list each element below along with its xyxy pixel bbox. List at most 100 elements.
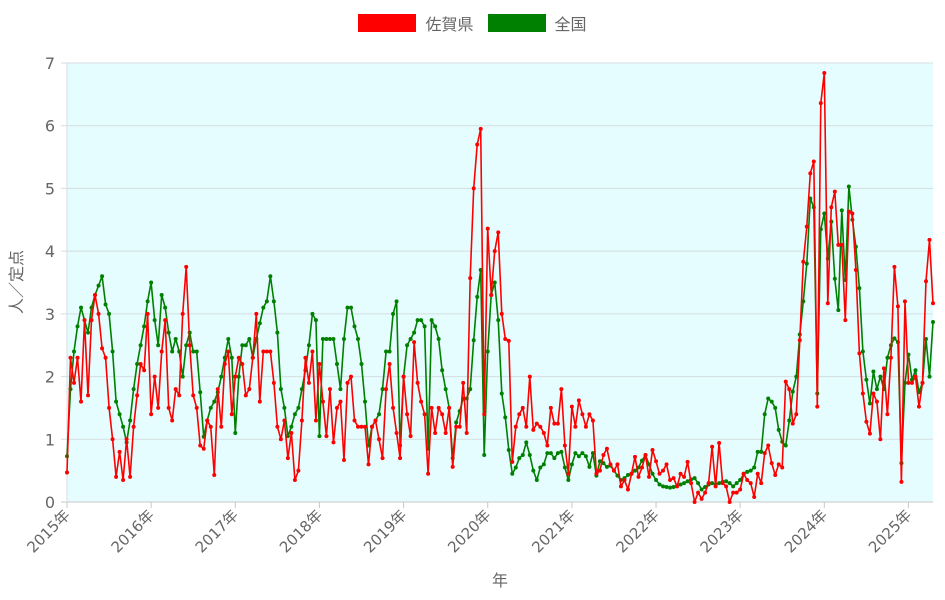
data-point-national: [569, 462, 574, 467]
data-point-national: [429, 318, 434, 323]
data-point-national: [604, 464, 609, 469]
data-point-national: [275, 330, 280, 335]
data-point-saga: [864, 419, 869, 424]
data-point-national: [433, 324, 438, 329]
data-point-saga: [643, 452, 648, 457]
data-point-saga: [618, 484, 623, 489]
data-point-national: [152, 318, 157, 323]
data-point-saga: [752, 494, 757, 499]
data-point-saga: [138, 362, 143, 367]
data-point-saga: [808, 171, 813, 176]
data-point-saga: [299, 418, 304, 423]
data-point-saga: [513, 424, 518, 429]
data-point-saga: [366, 462, 371, 467]
data-point-saga: [236, 355, 241, 360]
x-tick-label: 2024年: [781, 506, 831, 556]
data-point-saga: [86, 393, 91, 398]
data-point-national: [159, 293, 164, 298]
data-point-national: [710, 481, 715, 486]
data-point-saga: [745, 478, 750, 483]
x-tick-label: 2023年: [697, 506, 747, 556]
data-point-saga: [191, 393, 196, 398]
data-point-saga: [443, 431, 448, 436]
data-point-saga: [408, 434, 413, 439]
data-point-national: [79, 305, 84, 310]
data-point-national: [748, 468, 753, 473]
legend-item-national[interactable]: 全国: [487, 11, 587, 35]
data-point-national: [471, 338, 476, 343]
data-point-saga: [215, 387, 220, 392]
data-point-national: [552, 456, 557, 461]
data-point-saga: [468, 276, 473, 281]
data-point-national: [327, 336, 332, 341]
legend-item-saga[interactable]: 佐賀県: [358, 11, 474, 35]
data-point-saga: [485, 226, 490, 231]
data-point-saga: [860, 391, 865, 396]
data-point-national: [72, 349, 77, 354]
data-point-saga: [836, 242, 841, 247]
data-point-national: [566, 478, 571, 483]
data-point-saga: [713, 484, 718, 489]
data-point-saga: [748, 481, 753, 486]
data-point-saga: [124, 437, 129, 442]
data-point-saga: [920, 380, 925, 385]
legend-swatch-saga: [358, 14, 417, 32]
data-point-saga: [471, 186, 476, 191]
data-point-saga: [731, 490, 736, 495]
data-point-national: [145, 299, 150, 304]
data-point-national: [583, 454, 588, 459]
data-point-saga: [285, 456, 290, 461]
data-point-saga: [562, 443, 567, 448]
data-point-saga: [152, 374, 157, 379]
data-point-saga: [436, 405, 441, 410]
data-point-saga: [931, 301, 935, 306]
data-point-national: [166, 330, 171, 335]
data-point-saga: [177, 393, 182, 398]
data-point-national: [762, 412, 767, 417]
data-point-saga: [243, 393, 248, 398]
data-point-saga: [89, 318, 94, 323]
data-point-national: [110, 349, 115, 354]
data-point-national: [359, 362, 364, 367]
data-point-saga: [762, 451, 767, 456]
data-point-national: [149, 280, 154, 285]
data-point-national: [377, 412, 382, 417]
data-point-saga: [527, 374, 532, 379]
data-point-national: [475, 294, 480, 299]
data-point-national: [107, 311, 112, 316]
data-point-saga: [531, 427, 536, 432]
data-point-national: [121, 424, 126, 429]
data-point-saga: [499, 311, 504, 316]
data-point-national: [790, 389, 795, 394]
data-point-saga: [657, 471, 662, 476]
data-point-national: [727, 481, 732, 486]
data-point-national: [492, 280, 497, 285]
data-point-saga: [292, 478, 297, 483]
data-point-national: [692, 476, 697, 481]
data-point-saga: [496, 230, 501, 235]
data-point-national: [163, 305, 168, 310]
data-point-saga: [156, 405, 161, 410]
data-point-saga: [310, 349, 315, 354]
data-point-national: [513, 465, 518, 470]
data-point-national: [685, 479, 690, 484]
data-point-national: [135, 362, 140, 367]
data-point-national: [408, 336, 413, 341]
data-point-saga: [201, 446, 206, 451]
x-tick-label: 2018年: [276, 506, 326, 556]
data-point-saga: [489, 293, 494, 298]
data-point-saga: [759, 481, 764, 486]
data-point-saga: [247, 387, 252, 392]
data-point-saga: [878, 437, 883, 442]
data-point-national: [759, 449, 764, 454]
data-point-saga: [173, 387, 178, 392]
y-tick-label: 2: [45, 368, 55, 387]
data-point-saga: [229, 412, 234, 417]
data-point-saga: [622, 478, 627, 483]
data-point-national: [738, 478, 743, 483]
data-point-national: [682, 481, 687, 486]
data-point-saga: [597, 468, 602, 473]
data-point-saga: [72, 380, 77, 385]
data-point-saga: [871, 391, 876, 396]
data-point-saga: [82, 318, 87, 323]
